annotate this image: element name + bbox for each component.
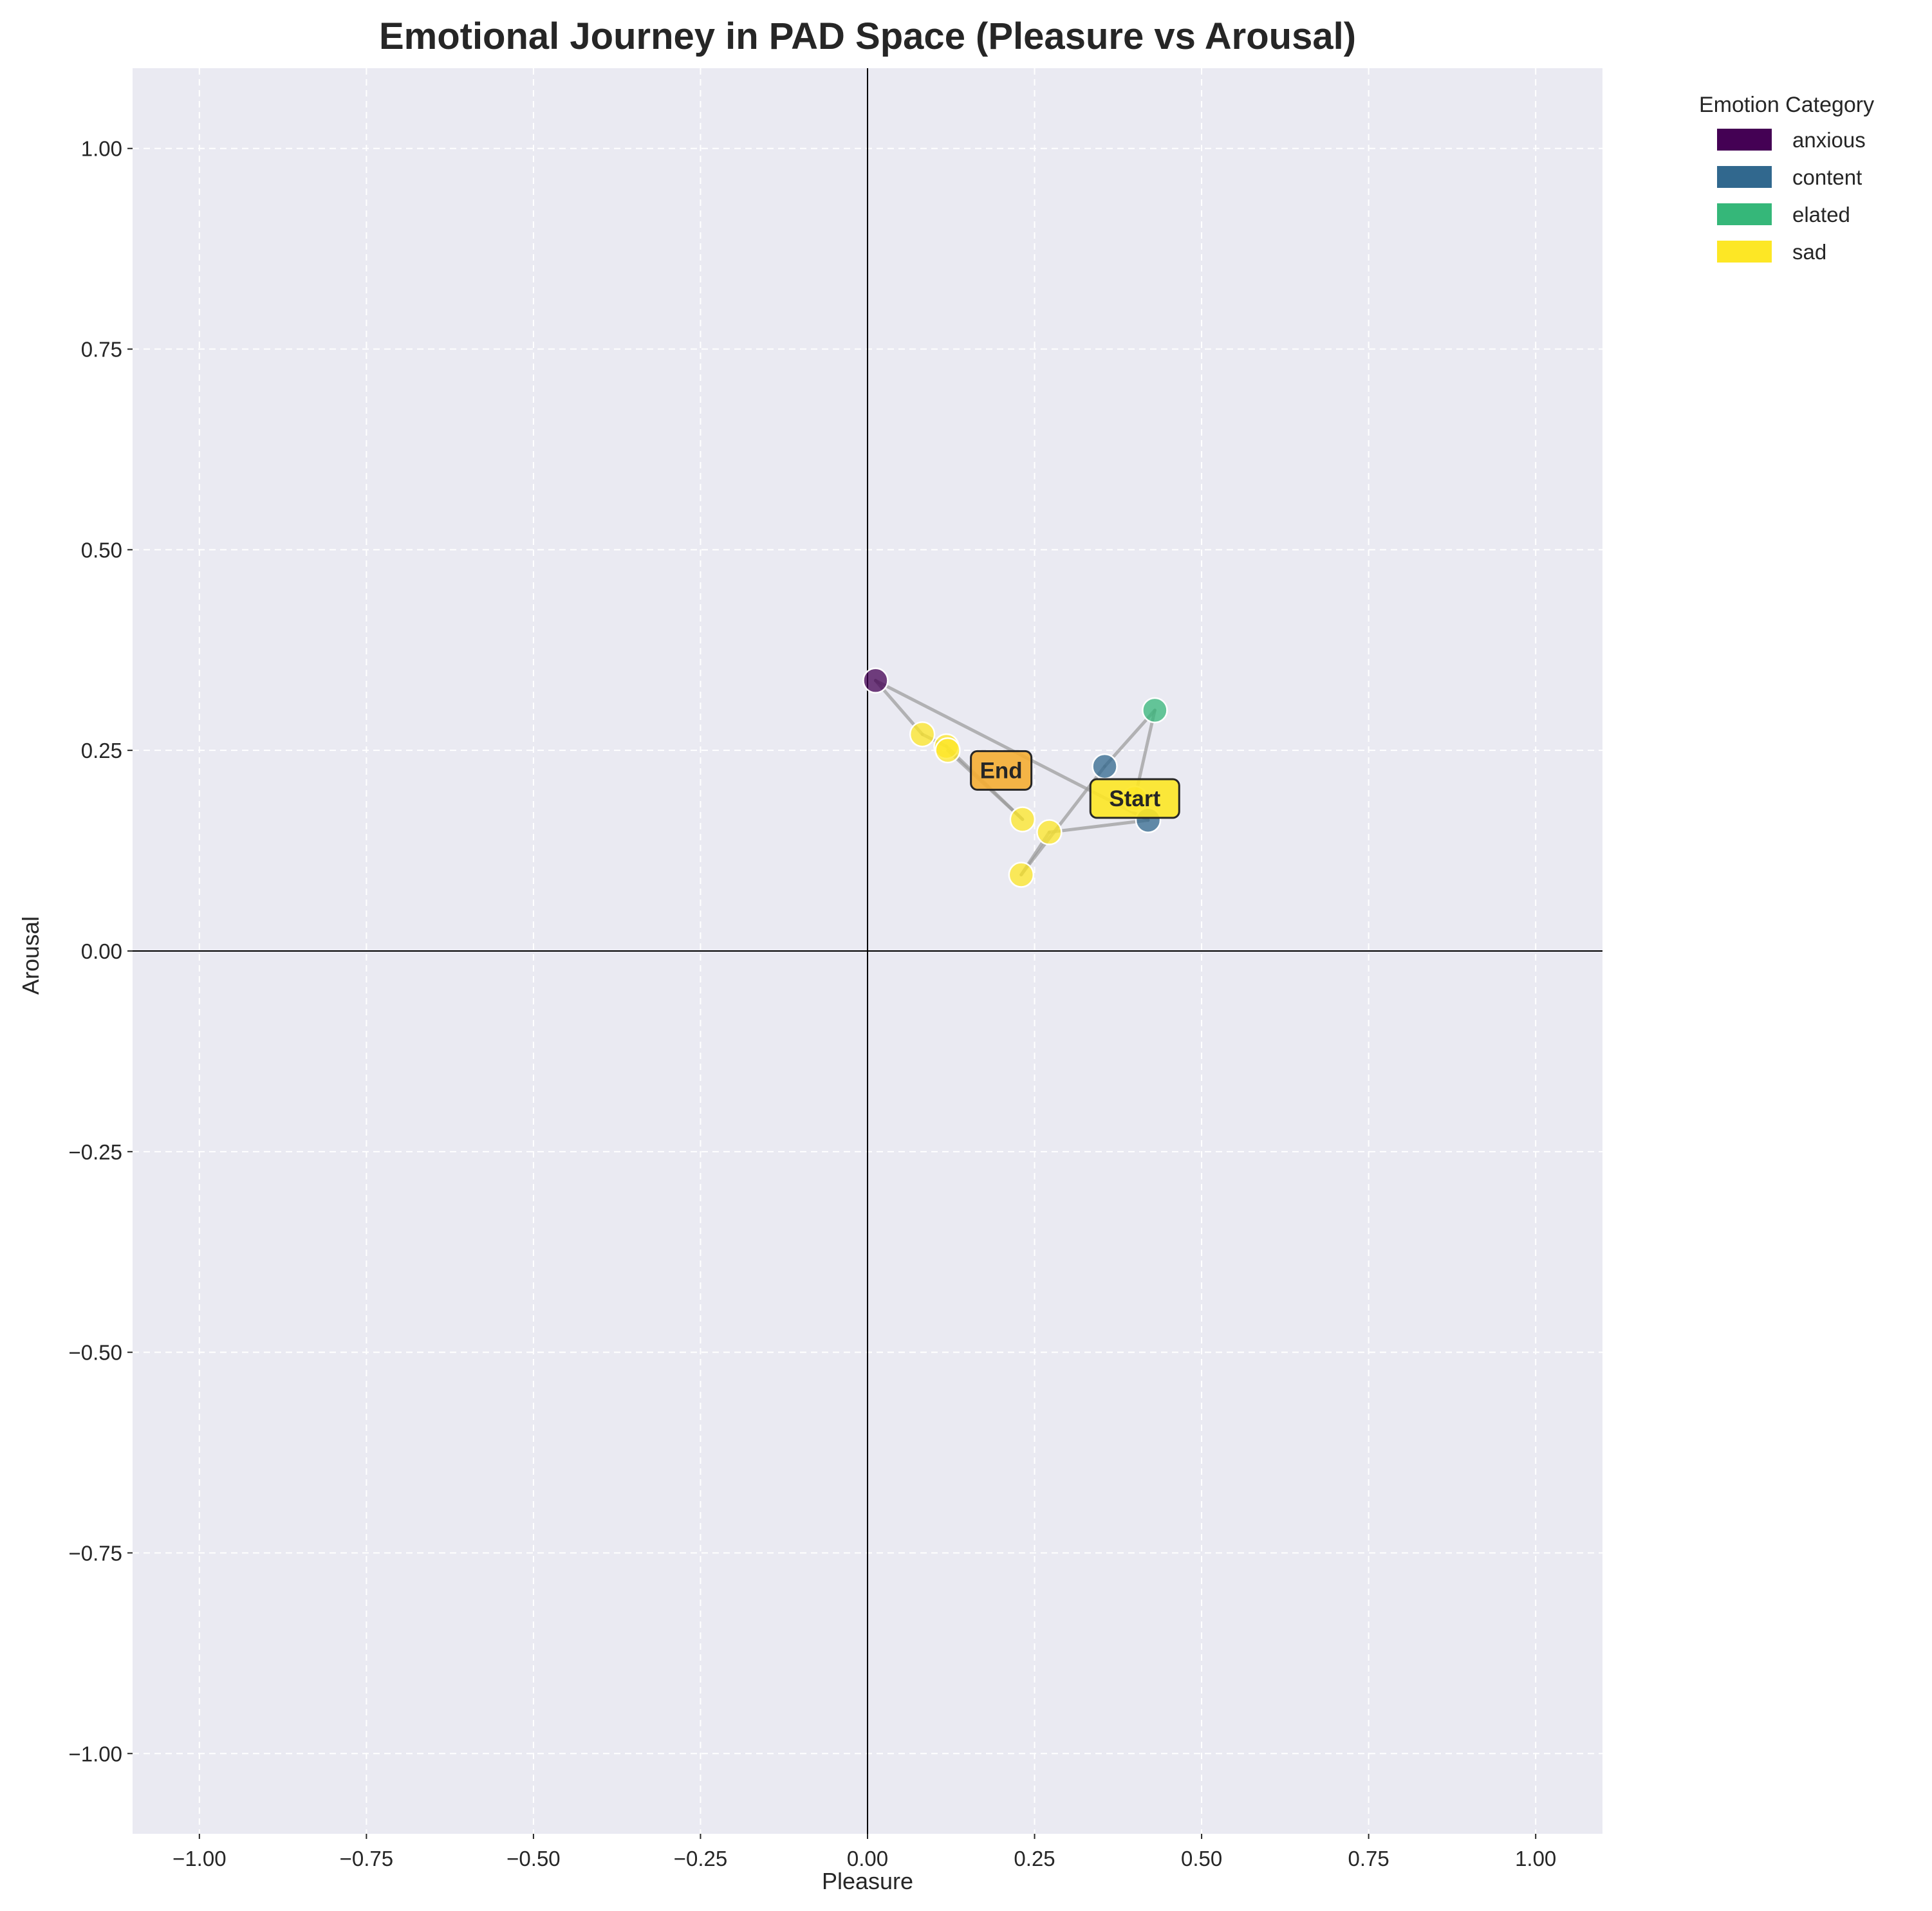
x-tick-label: 0.50 bbox=[1181, 1847, 1222, 1870]
legend-title: Emotion Category bbox=[1699, 93, 1874, 117]
annotation-label: End bbox=[980, 758, 1023, 783]
y-tick-label: −0.25 bbox=[69, 1140, 123, 1164]
x-tick-label: 0.25 bbox=[1014, 1847, 1055, 1870]
y-axis-label: Arousal bbox=[17, 916, 44, 995]
y-tick-label: −1.00 bbox=[69, 1742, 123, 1766]
data-point-sad bbox=[1008, 862, 1035, 888]
legend-swatch-sad bbox=[1717, 241, 1772, 263]
data-point-content bbox=[1091, 753, 1118, 780]
x-tick-label: −0.25 bbox=[674, 1847, 728, 1870]
annotation-box bbox=[970, 750, 1033, 791]
y-tick-label: 0.25 bbox=[81, 739, 122, 762]
y-tick-label: 0.75 bbox=[81, 338, 122, 362]
x-tick-labels: −1.00 −0.75 −0.50 −0.25 0.00 0.25 0.50 0.75 1.00 bbox=[172, 1834, 1556, 1870]
data-point-sad bbox=[1036, 819, 1063, 845]
y-tick-label: 0.00 bbox=[81, 939, 122, 963]
data-point-sad bbox=[909, 721, 936, 748]
annotation-end: End bbox=[970, 750, 1033, 791]
data-point-sad bbox=[1009, 806, 1036, 833]
legend-label-anxious: anxious bbox=[1792, 128, 1866, 152]
data-point-anxious bbox=[862, 667, 889, 694]
y-tick-label: 1.00 bbox=[81, 137, 122, 161]
annotations: Start End bbox=[970, 750, 1180, 819]
y-tick-labels: −1.00 −0.75 −0.50 −0.25 0.00 0.25 0.50 0.75 1.00 bbox=[69, 137, 133, 1766]
chart-title: Emotional Journey in PAD Space (Pleasure… bbox=[379, 15, 1356, 57]
x-axis-label: Pleasure bbox=[822, 1868, 913, 1894]
y-tick-label: −0.50 bbox=[69, 1341, 123, 1365]
legend: Emotion Category anxious content elated sad bbox=[1699, 93, 1874, 264]
x-tick-label: 0.75 bbox=[1348, 1847, 1389, 1870]
x-tick-label: −1.00 bbox=[172, 1847, 227, 1870]
legend-swatch-content bbox=[1717, 166, 1772, 188]
legend-swatch-anxious bbox=[1717, 129, 1772, 151]
data-point-sad bbox=[934, 737, 961, 764]
data-point-elated bbox=[1142, 697, 1168, 724]
legend-label-sad: sad bbox=[1792, 240, 1826, 264]
annotation-label: Start bbox=[1109, 786, 1160, 811]
x-tick-label: 0.00 bbox=[847, 1847, 888, 1870]
x-tick-label: −0.50 bbox=[506, 1847, 561, 1870]
x-tick-label: −0.75 bbox=[340, 1847, 394, 1870]
legend-swatch-elated bbox=[1717, 203, 1772, 225]
legend-label-content: content bbox=[1792, 165, 1862, 189]
path-segment bbox=[1047, 818, 1150, 834]
x-tick-label: 1.00 bbox=[1515, 1847, 1556, 1870]
y-tick-label: 0.50 bbox=[81, 538, 122, 562]
y-tick-label: −0.75 bbox=[69, 1541, 123, 1565]
annotation-start: Start bbox=[1089, 778, 1180, 819]
zero-lines bbox=[133, 68, 1602, 1834]
annotation-box bbox=[1089, 778, 1180, 819]
legend-label-elated: elated bbox=[1792, 203, 1850, 226]
